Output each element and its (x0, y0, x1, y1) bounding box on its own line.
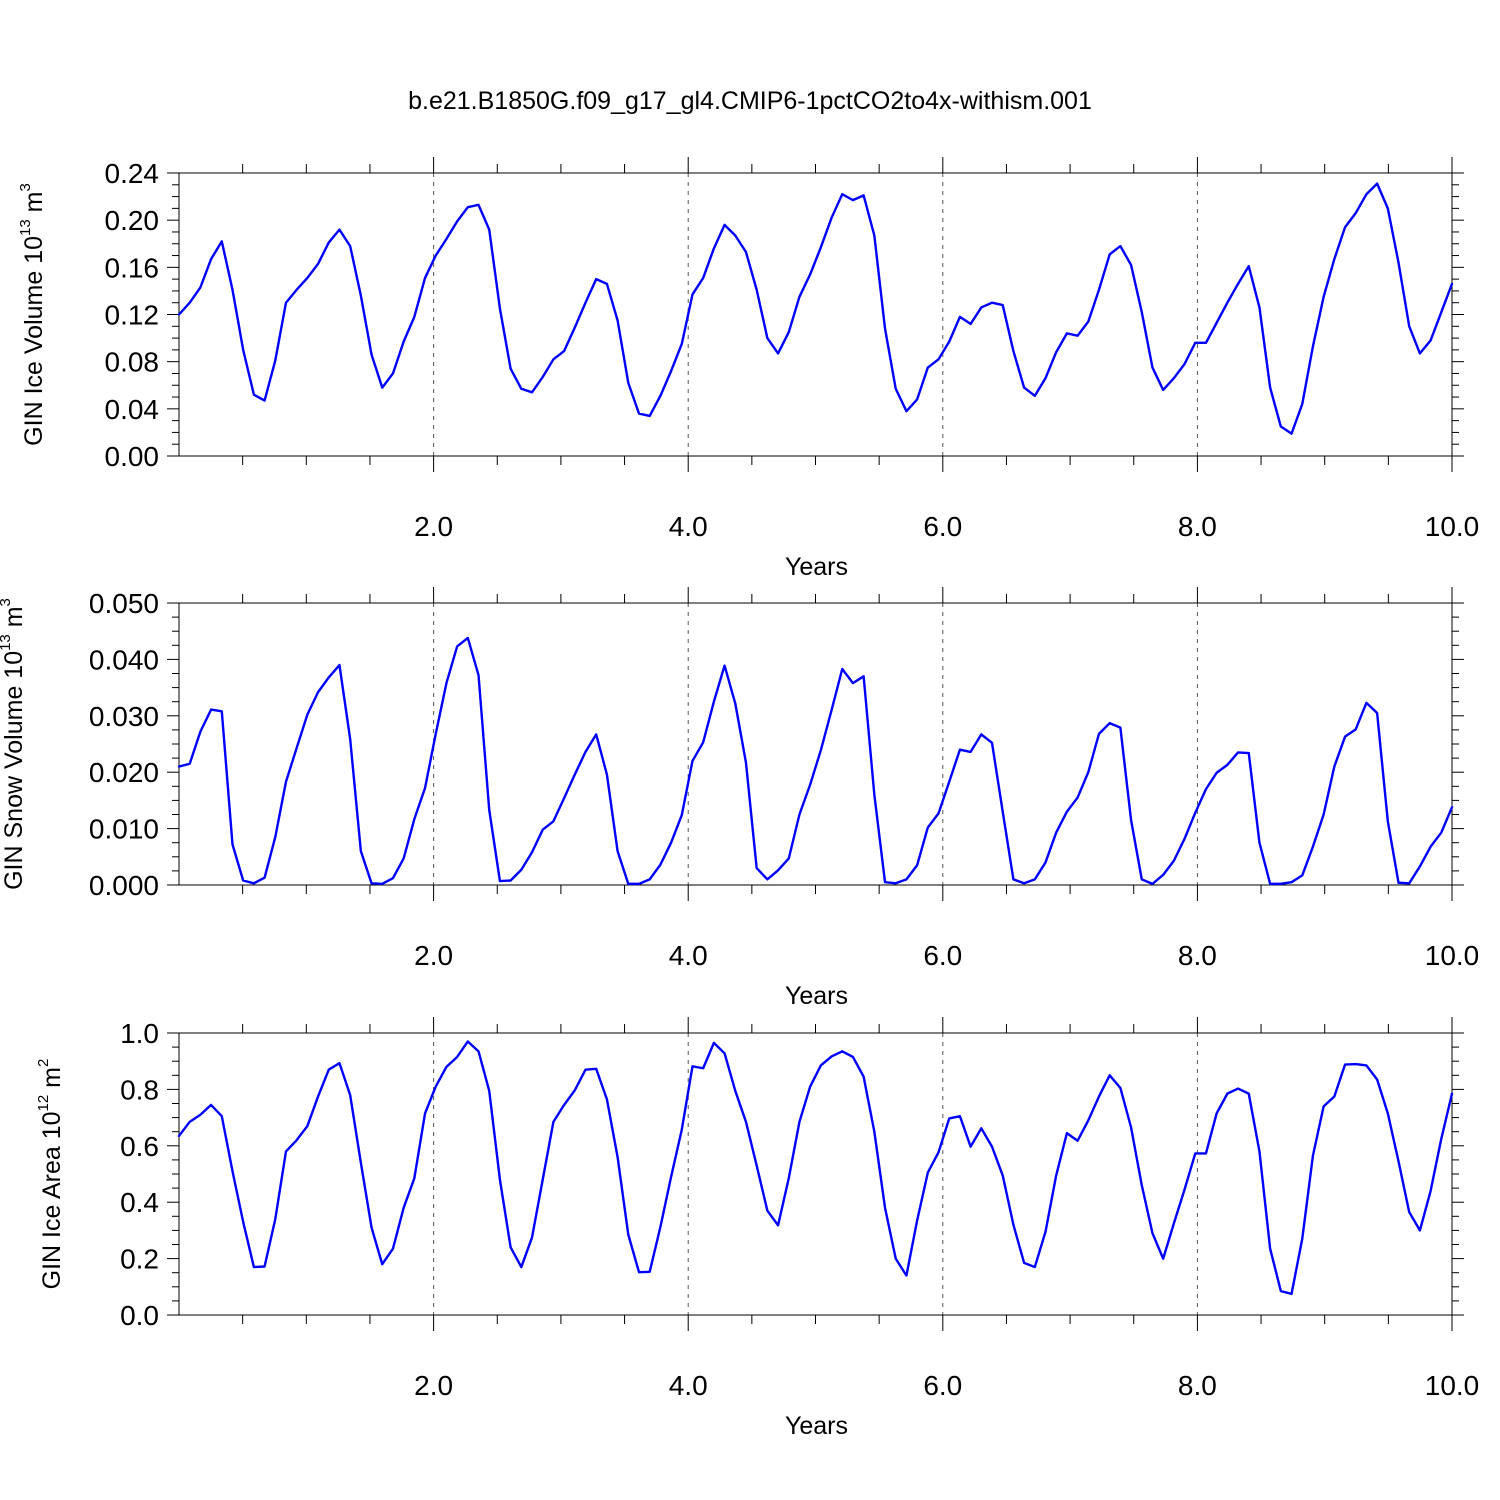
x-tick-label: 6.0 (923, 1370, 962, 1401)
y-tick-label: 0.8 (120, 1074, 159, 1105)
y-tick-label: 0.16 (105, 252, 160, 283)
y-tick-label: 0.04 (105, 394, 160, 425)
x-tick-label: 10.0 (1425, 940, 1480, 971)
chart-title: b.e21.B1850G.f09_g17_gl4.CMIP6-1pctCO2to… (408, 87, 1092, 115)
x-tick-label: 4.0 (669, 940, 708, 971)
y-tick-label: 0.2 (120, 1244, 159, 1275)
plot-frame (178, 602, 1453, 886)
panel-3: 2.0 4.0 6.0 8.0 10.0 0.0 0.2 0.4 0.6 0.8 1.0 Years G… (35, 1017, 1479, 1440)
y-tick-label: 0.4 (120, 1187, 159, 1218)
y-tick-label: 0.20 (105, 205, 160, 236)
x-tick-label: 8.0 (1178, 940, 1217, 971)
axis-ticks (167, 157, 1464, 472)
series-line (177, 636, 1454, 886)
y-tick-label: 0.030 (89, 701, 159, 732)
y-tick-label: 0.00 (105, 441, 160, 472)
x-tick-label: 2.0 (414, 1370, 453, 1401)
y-tick-label: 1.0 (120, 1018, 159, 1049)
x-tick-label: 6.0 (923, 940, 962, 971)
series-line (177, 182, 1454, 435)
axis-ticks (167, 1017, 1464, 1331)
x-axis-label: Years (785, 553, 848, 581)
y-axis-label: GIN Snow Volume 1013 m3 (0, 598, 28, 890)
panels: 2.0 4.0 6.0 8.0 10.00.000.040.080.120.160.20… (0, 157, 1479, 1440)
x-tick-label: 10.0 (1425, 511, 1480, 542)
x-tick-label: 8.0 (1178, 511, 1217, 542)
y-tick-label: 0.000 (89, 870, 159, 901)
y-tick-label: 0.020 (89, 757, 159, 788)
x-axis-label: Years (785, 1412, 848, 1440)
y-tick-label: 0.6 (120, 1131, 159, 1162)
y-tick-label: 0.040 (89, 644, 159, 675)
panel-1: 2.0 4.0 6.0 8.0 10.0 0.00 0.04 0.08 0.12 0.16 0.20… (17, 157, 1479, 581)
y-tick-label: 0.24 (105, 158, 160, 189)
y-tick-label: 0.12 (105, 300, 160, 331)
x-tick-label: 4.0 (669, 1370, 708, 1401)
series-line (177, 1040, 1454, 1296)
x-tick-label: 4.0 (669, 511, 708, 542)
y-axis-label: GIN Ice Volume 1013 m3 (17, 183, 48, 446)
y-tick-label: 0.010 (89, 814, 159, 845)
y-tick-label: 0.08 (105, 347, 160, 378)
x-tick-label: 8.0 (1178, 1370, 1217, 1401)
x-tick-label: 2.0 (414, 511, 453, 542)
y-axis-label: GIN Ice Area 1012 m2 (35, 1059, 66, 1290)
x-tick-label: 6.0 (923, 511, 962, 542)
y-tick-label: 0.0 (120, 1300, 159, 1331)
x-tick-label: 10.0 (1425, 1370, 1480, 1401)
panel-2: 2.0 4.0 6.0 8.0 10.0 0.000 0.010 0.020 0.030 0.04… (0, 587, 1479, 1010)
axis-ticks (167, 587, 1464, 901)
x-axis-label: Years (785, 982, 848, 1010)
x-tick-label: 2.0 (414, 940, 453, 971)
y-tick-label: 0.050 (89, 588, 159, 619)
